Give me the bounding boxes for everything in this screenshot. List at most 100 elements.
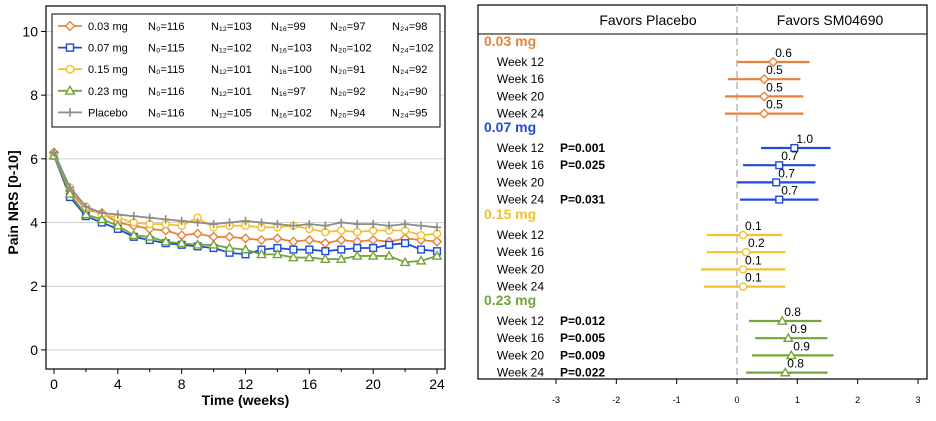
estimate-label: 0.9 [793, 339, 810, 353]
data-point-3-9 [192, 239, 204, 249]
x-tick-label: 20 [365, 376, 381, 392]
data-point-3-18 [335, 253, 347, 263]
data-point-4-14 [273, 219, 282, 229]
legend-n-label: N₂₀=94 [330, 107, 365, 119]
data-point-3-22 [399, 256, 411, 267]
data-point-0-24 [431, 236, 443, 247]
estimate-label: 0.7 [781, 184, 798, 198]
data-point-1-23 [417, 245, 426, 254]
data-point-4-20 [368, 219, 378, 229]
estimate-label: 0.1 [745, 253, 762, 267]
data-point-4-18 [337, 218, 346, 227]
forest-x-tick-label: 3 [915, 395, 920, 405]
estimate-label: 0.8 [787, 357, 804, 371]
data-point-0-18 [336, 234, 347, 246]
point-estimate [758, 91, 770, 102]
x-tick-label: 16 [302, 376, 318, 392]
estimate-label: 0.7 [781, 149, 798, 163]
x-tick-label: 4 [114, 376, 122, 392]
legend-n-label: N₁₆=99 [271, 21, 306, 33]
legend-n-label: N₀=116 [148, 86, 184, 98]
data-point-2-23 [416, 230, 426, 240]
data-point-3-1 [64, 188, 76, 198]
forest-x-tick-label: -1 [673, 395, 681, 405]
y-tick-label: 4 [30, 215, 38, 231]
legend-n-label: N₁₆=100 [271, 64, 312, 76]
data-point-0-16 [304, 234, 315, 246]
estimate-label: 0.1 [745, 219, 762, 233]
row-label: Week 24 [497, 366, 544, 380]
forest-frame [477, 4, 928, 380]
data-point-3-15 [287, 251, 299, 262]
row-label: Week 16 [497, 72, 544, 86]
y-tick-label: 0 [30, 342, 38, 358]
legend-n-label: N₂₄=95 [392, 107, 427, 119]
data-point-4-19 [353, 219, 362, 229]
data-point-3-10 [208, 239, 219, 249]
forest-x-tick-label: 2 [855, 395, 860, 405]
legend-swatch-marker-0 [64, 20, 76, 32]
point-estimate [772, 178, 781, 187]
estimate-label: 0.5 [766, 80, 783, 94]
legend-n-label: N₁₂=101 [211, 86, 252, 98]
forest-x-tick-label: -2 [612, 395, 620, 405]
data-point-4-9 [193, 218, 202, 227]
data-point-4-6 [145, 213, 154, 222]
data-point-0-7 [160, 225, 171, 236]
x-axis-title: Time (weeks) [202, 392, 290, 408]
data-point-4-24 [432, 223, 442, 232]
data-point-0-17 [320, 238, 331, 249]
p-value: P=0.022 [560, 366, 605, 380]
data-point-1-21 [385, 240, 394, 249]
legend-swatch-marker-1 [65, 43, 75, 52]
x-tick-label: 24 [429, 376, 445, 392]
data-point-0-13 [256, 234, 267, 246]
data-point-4-2 [81, 202, 91, 211]
forest-x-tick-label: 0 [734, 395, 739, 405]
data-point-4-17 [321, 221, 330, 230]
estimate-label: 0.6 [775, 46, 792, 60]
estimate-label: 0.7 [778, 166, 795, 180]
data-point-3-14 [272, 248, 283, 259]
estimate-label: 1.0 [796, 132, 813, 146]
legend-entry: 0.23 mg [88, 86, 128, 98]
point-estimate [768, 56, 779, 68]
point-estimate [758, 74, 770, 85]
legend-n-label: N₁₆=97 [271, 86, 306, 98]
legend-swatch-marker-3 [64, 84, 76, 95]
p-value: P=0.001 [560, 141, 605, 155]
data-point-3-16 [303, 251, 315, 262]
legend-n-label: N₁₂=103 [211, 21, 252, 33]
row-label: Week 12 [497, 228, 544, 242]
data-point-0-9 [192, 228, 203, 239]
data-point-4-5 [129, 211, 138, 221]
data-point-3-12 [240, 243, 251, 254]
legend-n-label: N₀=116 [148, 21, 184, 33]
data-point-3-7 [160, 236, 172, 246]
group-label: 0.23 mg [484, 292, 536, 308]
legend-n-label: N₁₂=101 [211, 64, 252, 76]
legend-n-label: N₁₂=105 [211, 107, 252, 119]
data-point-4-1 [65, 183, 75, 192]
p-value: P=0.025 [560, 158, 605, 172]
point-estimate [790, 143, 799, 153]
data-point-4-16 [305, 219, 314, 229]
data-point-4-8 [177, 216, 186, 226]
data-point-0-11 [224, 231, 235, 243]
legend-swatch-marker-4 [65, 108, 75, 117]
data-point-3-3 [96, 213, 108, 224]
data-point-3-8 [176, 237, 188, 248]
row-label: Week 24 [497, 107, 544, 121]
data-point-0-20 [367, 234, 379, 246]
estimate-label: 0.8 [784, 305, 801, 319]
data-point-3-21 [383, 250, 395, 260]
point-estimate [785, 349, 797, 360]
legend-n-label: N₁₂=102 [211, 43, 252, 55]
y-tick-label: 6 [30, 151, 38, 167]
row-label: Week 12 [497, 55, 544, 69]
legend-n-label: N₀=115 [148, 43, 184, 55]
point-estimate [782, 332, 794, 343]
estimate-label: 0.5 [766, 63, 783, 77]
